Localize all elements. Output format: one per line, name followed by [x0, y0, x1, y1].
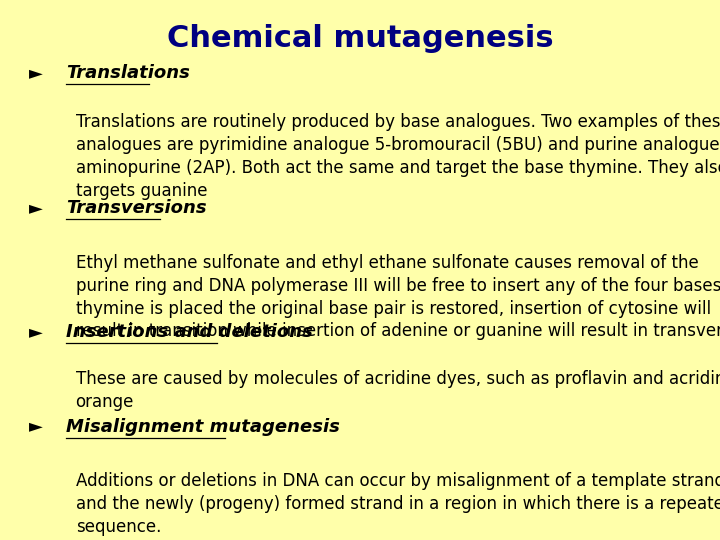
Text: Insertions and deletions: Insertions and deletions: [66, 323, 313, 341]
Text: Chemical mutagenesis: Chemical mutagenesis: [167, 24, 553, 53]
Text: Transversions: Transversions: [66, 199, 207, 217]
Text: Translations: Translations: [66, 64, 190, 82]
Text: Misalignment mutagenesis: Misalignment mutagenesis: [66, 417, 340, 436]
Text: ►: ►: [29, 64, 42, 82]
Text: ►: ►: [29, 199, 42, 217]
Text: Additions or deletions in DNA can occur by misalignment of a template strand
and: Additions or deletions in DNA can occur …: [76, 472, 720, 536]
Text: Translations are routinely produced by base analogues. Two examples of these
ana: Translations are routinely produced by b…: [76, 113, 720, 200]
Text: These are caused by molecules of acridine dyes, such as proflavin and acridine
o: These are caused by molecules of acridin…: [76, 370, 720, 411]
Text: ►: ►: [29, 323, 42, 341]
Text: Ethyl methane sulfonate and ethyl ethane sulfonate causes removal of the
purine : Ethyl methane sulfonate and ethyl ethane…: [76, 254, 720, 341]
Text: ►: ►: [29, 417, 42, 436]
